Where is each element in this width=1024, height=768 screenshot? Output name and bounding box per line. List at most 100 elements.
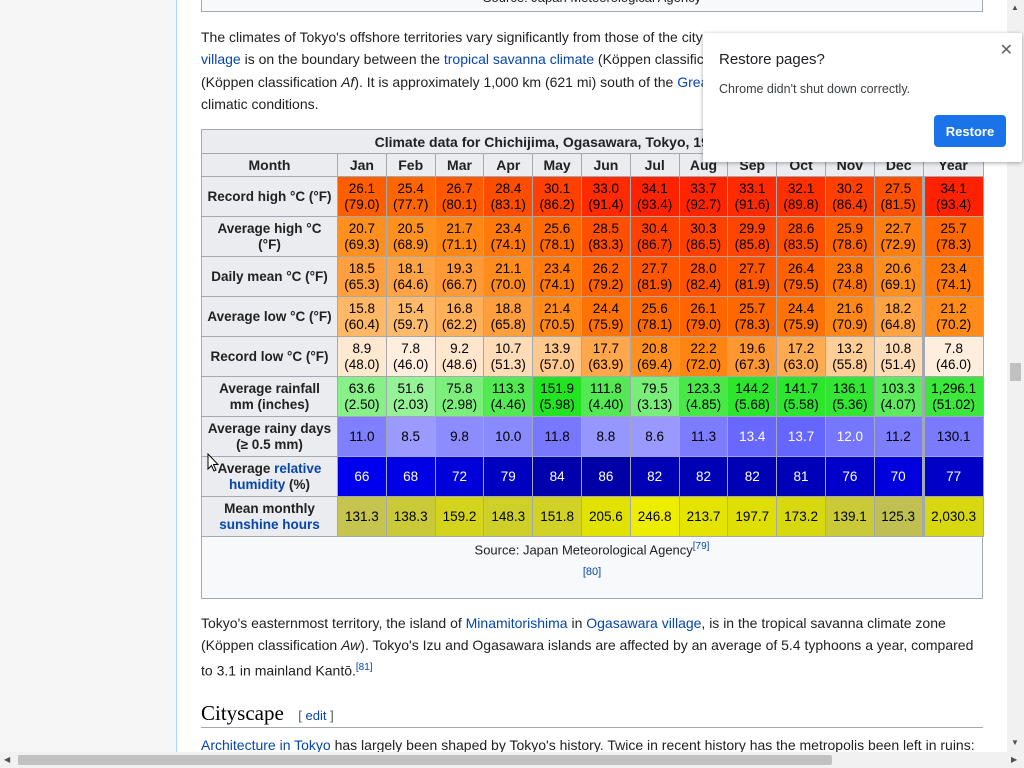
table-cell: 33.7 (92.7) <box>678 176 729 217</box>
table-cell: 21.6 (70.9) <box>824 296 875 337</box>
table-cell: 16.8 (62.2) <box>434 296 485 337</box>
ref-80-link[interactable]: [80] <box>582 566 602 578</box>
table-cell: 26.1 (79.0) <box>337 176 387 217</box>
table-cell: 11.8 <box>532 416 582 457</box>
edit-section: [ edit ] <box>298 708 334 723</box>
table-cell: 144.2 (5.68) <box>727 376 778 417</box>
table-cell: 205.6 <box>580 496 631 537</box>
climate-table: Climate data for Chichijima, Ogasawara, … <box>201 129 984 537</box>
sunshine-hours-link[interactable]: sunshine hours <box>219 516 320 532</box>
table-row: Average high °C (°F) 20.7 (69.3) 20.5 (68.9)… <box>201 216 984 257</box>
table-row: Daily mean °C (°F) 18.5 (65.3) 18.1 (64.6) 19… <box>201 256 984 297</box>
scroll-down-icon[interactable]: ▼ <box>1011 738 1019 747</box>
table-cell: 84 <box>532 456 582 497</box>
ref-79-link[interactable]: [79] <box>692 541 710 552</box>
previous-table-source: Source: Japan Meteorological Agency <box>201 0 983 12</box>
table-cell: 151.9 (5.98) <box>532 376 582 417</box>
table-cell: 82 <box>629 456 680 497</box>
table-cell: 28.4 (83.1) <box>483 176 534 217</box>
table-cell: 23.4 (74.1) <box>483 216 534 257</box>
table-cell: 70 <box>873 456 924 497</box>
table-cell: 10.8 (51.4) <box>873 336 924 377</box>
table-cell: 8.9 (48.0) <box>337 336 387 377</box>
minamitorishima-link[interactable]: Minamitorishima <box>465 615 568 631</box>
table-cell: 136.1 (5.36) <box>824 376 875 417</box>
table-cell: 15.8 (60.4) <box>337 296 387 337</box>
cityscape-section: Cityscape [ edit ] <box>201 700 983 728</box>
table-cell: 113.3 (4.46) <box>483 376 534 417</box>
row-label: Average rainy days (≥ 0.5 mm) <box>201 416 338 457</box>
table-cell: 8.5 <box>385 416 436 457</box>
left-sidebar <box>0 0 177 768</box>
table-cell: 18.1 (64.6) <box>385 256 436 297</box>
table-cell: 27.7 (81.9) <box>727 256 778 297</box>
scroll-right-icon[interactable]: ▶ <box>1011 755 1018 764</box>
table-cell: 18.5 (65.3) <box>337 256 387 297</box>
table-cell: 75.8 (2.98) <box>434 376 485 417</box>
table-cell: 131.3 <box>337 496 387 537</box>
table-cell: 23.4 (74.1) <box>532 256 582 297</box>
table-cell: 63.6 (2.50) <box>337 376 387 417</box>
month-header-jun: Jun <box>580 153 631 177</box>
table-cell: 18.2 (64.8) <box>873 296 924 337</box>
horizontal-scroll-thumb[interactable] <box>18 755 832 765</box>
table-cell: 32.1 (89.8) <box>776 176 826 217</box>
table-cell: 30.1 (86.2) <box>532 176 582 217</box>
table-cell: 139.1 <box>824 496 875 537</box>
table-cell: 10.0 <box>483 416 534 457</box>
tropical-savanna-link[interactable]: tropical savanna climate <box>443 51 595 68</box>
table-cell: 21.1 (70.0) <box>483 256 534 297</box>
table-cell: 30.2 (86.4) <box>824 176 875 217</box>
great-link[interactable]: Grea <box>677 73 709 90</box>
table-cell: 111.8 (4.40) <box>580 376 631 417</box>
table-cell: 82 <box>678 456 729 497</box>
scroll-up-icon[interactable]: ▲ <box>1011 3 1019 12</box>
table-cell: 28.0 (82.4) <box>678 256 729 297</box>
table-cell: 9.8 <box>434 416 485 457</box>
month-header-may: May <box>532 153 582 177</box>
row-label: Record low °C (°F) <box>201 336 338 377</box>
month-header-apr: Apr <box>483 153 534 177</box>
table-cell: 173.2 <box>776 496 826 537</box>
ogasawara-village-link[interactable]: Ogasawara village <box>586 615 702 631</box>
table-cell: 51.6 (2.03) <box>385 376 436 417</box>
scroll-left-icon[interactable]: ◀ <box>4 755 11 764</box>
table-row: Average rainfall mm (inches) 63.6 (2.50) 51… <box>201 376 984 417</box>
vertical-scrollbar[interactable]: ▲ ▼ <box>1007 0 1024 752</box>
table-row: Mean monthly sunshine hours 131.3 138.3 159… <box>201 496 984 537</box>
table-cell: 20.7 (69.3) <box>337 216 387 257</box>
relative-humidity-link[interactable]: relative humidity <box>229 460 322 492</box>
table-cell: 27.7 (81.9) <box>629 256 680 297</box>
table-row: Record low °C (°F) 8.9 (48.0) 7.8 (46.0) 9.2(… <box>201 336 984 377</box>
horizontal-scrollbar[interactable]: ◀ ▶ <box>0 752 1024 768</box>
table-cell: 25.9 (78.6) <box>824 216 875 257</box>
table-cell: 77 <box>921 456 984 497</box>
table-cell: 25.7 (78.3) <box>921 216 984 257</box>
table-cell: 11.3 <box>678 416 729 457</box>
table-cell: 103.3 (4.07) <box>873 376 924 417</box>
table-cell: 21.7 (71.1) <box>434 216 485 257</box>
table-cell: 76 <box>824 456 875 497</box>
table-cell: 30.4 (86.7) <box>629 216 680 257</box>
month-header: Month <box>201 153 338 177</box>
vertical-scroll-thumb[interactable] <box>1010 363 1021 381</box>
dialog-message: Chrome didn't shut down correctly. <box>719 82 911 96</box>
close-icon[interactable]: ✕ <box>999 42 1013 59</box>
village-link[interactable]: village <box>201 51 241 68</box>
table-cell: 20.8 (69.4) <box>629 336 680 377</box>
table-cell: 26.1 (79.0) <box>678 296 729 337</box>
month-header-jul: Jul <box>629 153 680 177</box>
table-cell: 28.6 (83.5) <box>776 216 826 257</box>
table-cell: 20.6 (69.1) <box>873 256 924 297</box>
table-cell: 26.4 (79.5) <box>776 256 826 297</box>
table-cell: 125.3 <box>873 496 924 537</box>
restore-button[interactable]: Restore <box>934 115 1006 147</box>
table-cell: 33.0 (91.4) <box>580 176 631 217</box>
table-cell: 68 <box>385 456 436 497</box>
table-cell: 23.8 (74.8) <box>824 256 875 297</box>
architecture-link[interactable]: Architecture in Tokyo <box>201 737 331 753</box>
table-cell: 24.4 (75.9) <box>580 296 631 337</box>
edit-link[interactable]: edit <box>305 708 327 723</box>
ref-81-link[interactable]: [81] <box>355 661 373 673</box>
table-cell: 33.1 (91.6) <box>727 176 778 217</box>
